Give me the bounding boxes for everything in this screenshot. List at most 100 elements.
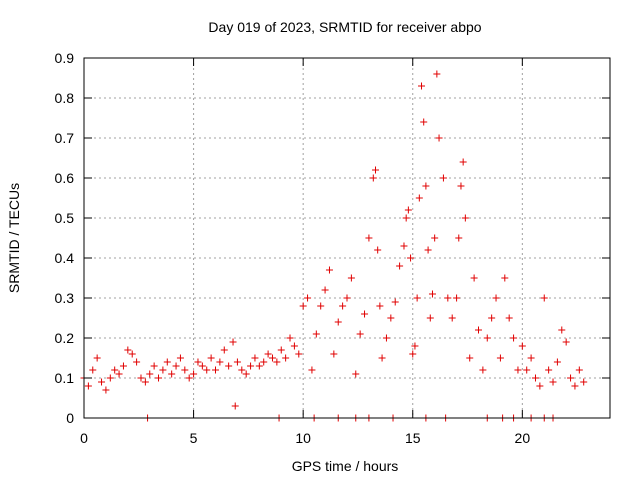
x-tick-labels: 0 5 10 15 20 bbox=[80, 430, 530, 446]
data-point bbox=[317, 302, 325, 310]
data-point bbox=[396, 262, 404, 270]
data-point bbox=[483, 334, 491, 342]
data-point bbox=[146, 370, 154, 378]
y-tick-labels: 0 0.1 0.2 0.3 0.4 0.5 0.6 0.7 0.8 0.9 bbox=[55, 50, 75, 426]
data-point bbox=[93, 354, 101, 362]
data-point bbox=[505, 314, 513, 322]
data-point bbox=[501, 274, 509, 282]
data-point bbox=[277, 346, 285, 354]
x-tick-label: 20 bbox=[515, 430, 531, 446]
data-point bbox=[422, 182, 430, 190]
data-point bbox=[356, 330, 364, 338]
y-tick-label: 0.4 bbox=[55, 250, 75, 266]
data-point bbox=[343, 294, 351, 302]
data-point bbox=[347, 274, 355, 282]
data-point bbox=[128, 350, 136, 358]
data-point bbox=[369, 174, 377, 182]
data-point bbox=[514, 366, 522, 374]
data-point bbox=[141, 378, 149, 386]
data-point bbox=[352, 370, 360, 378]
data-point bbox=[163, 358, 171, 366]
y-tick-label: 0.6 bbox=[55, 170, 75, 186]
data-point bbox=[159, 366, 167, 374]
data-point bbox=[424, 246, 432, 254]
data-point bbox=[558, 326, 566, 334]
y-axis-title: SRMTID / TECUs bbox=[6, 183, 22, 293]
y-tick-label: 0.3 bbox=[55, 290, 75, 306]
data-point bbox=[411, 342, 419, 350]
data-point bbox=[418, 82, 426, 90]
data-point bbox=[255, 362, 263, 370]
data-point bbox=[448, 314, 456, 322]
axis-ticks bbox=[83, 57, 610, 419]
data-point bbox=[290, 342, 298, 350]
data-point bbox=[304, 294, 312, 302]
data-point bbox=[571, 382, 579, 390]
data-point bbox=[540, 294, 548, 302]
data-point bbox=[391, 298, 399, 306]
data-point bbox=[124, 346, 132, 354]
data-point bbox=[470, 274, 478, 282]
data-point bbox=[475, 326, 482, 334]
data-point bbox=[549, 378, 557, 386]
data-point bbox=[457, 182, 465, 190]
data-points bbox=[80, 70, 588, 422]
x-tick-label: 5 bbox=[190, 430, 198, 446]
data-point bbox=[185, 374, 193, 382]
data-point bbox=[207, 354, 215, 362]
data-point bbox=[518, 342, 526, 350]
data-point bbox=[273, 358, 281, 366]
data-point bbox=[225, 362, 233, 370]
data-point bbox=[413, 294, 421, 302]
y-tick-label: 0 bbox=[66, 410, 74, 426]
data-point bbox=[426, 314, 434, 322]
data-point bbox=[168, 370, 176, 378]
data-point bbox=[133, 358, 141, 366]
data-point bbox=[553, 358, 561, 366]
data-point bbox=[439, 174, 447, 182]
data-point bbox=[361, 310, 369, 318]
data-point bbox=[488, 314, 496, 322]
y-tick-label: 0.5 bbox=[55, 210, 75, 226]
data-point bbox=[286, 334, 294, 342]
data-point bbox=[330, 350, 338, 358]
plot-frame bbox=[83, 57, 611, 419]
data-point bbox=[409, 350, 417, 358]
data-point bbox=[308, 366, 316, 374]
data-point bbox=[453, 294, 461, 302]
data-point bbox=[433, 70, 441, 78]
data-point bbox=[282, 354, 290, 362]
data-point bbox=[461, 214, 469, 222]
data-point bbox=[479, 366, 487, 374]
data-point bbox=[431, 234, 439, 242]
data-point bbox=[231, 402, 239, 410]
data-point bbox=[415, 194, 423, 202]
data-point bbox=[260, 358, 268, 366]
data-point bbox=[562, 338, 570, 346]
data-point bbox=[536, 382, 544, 390]
data-point bbox=[155, 374, 163, 382]
data-point bbox=[295, 350, 303, 358]
data-point bbox=[455, 234, 463, 242]
grid bbox=[84, 58, 610, 418]
data-point bbox=[400, 242, 408, 250]
data-point bbox=[251, 354, 259, 362]
data-point bbox=[567, 374, 575, 382]
data-point bbox=[527, 354, 535, 362]
data-point bbox=[496, 354, 504, 362]
data-point bbox=[580, 378, 588, 386]
data-point bbox=[98, 378, 106, 386]
y-tick-label: 0.7 bbox=[55, 130, 75, 146]
data-point bbox=[325, 266, 333, 274]
data-point bbox=[376, 302, 384, 310]
y-tick-label: 0.9 bbox=[55, 50, 75, 66]
data-point bbox=[238, 366, 246, 374]
data-point bbox=[268, 354, 276, 362]
data-point bbox=[378, 354, 386, 362]
data-point bbox=[420, 118, 428, 126]
data-point bbox=[339, 302, 347, 310]
data-point bbox=[111, 366, 119, 374]
data-point bbox=[435, 134, 443, 142]
data-point bbox=[531, 374, 539, 382]
